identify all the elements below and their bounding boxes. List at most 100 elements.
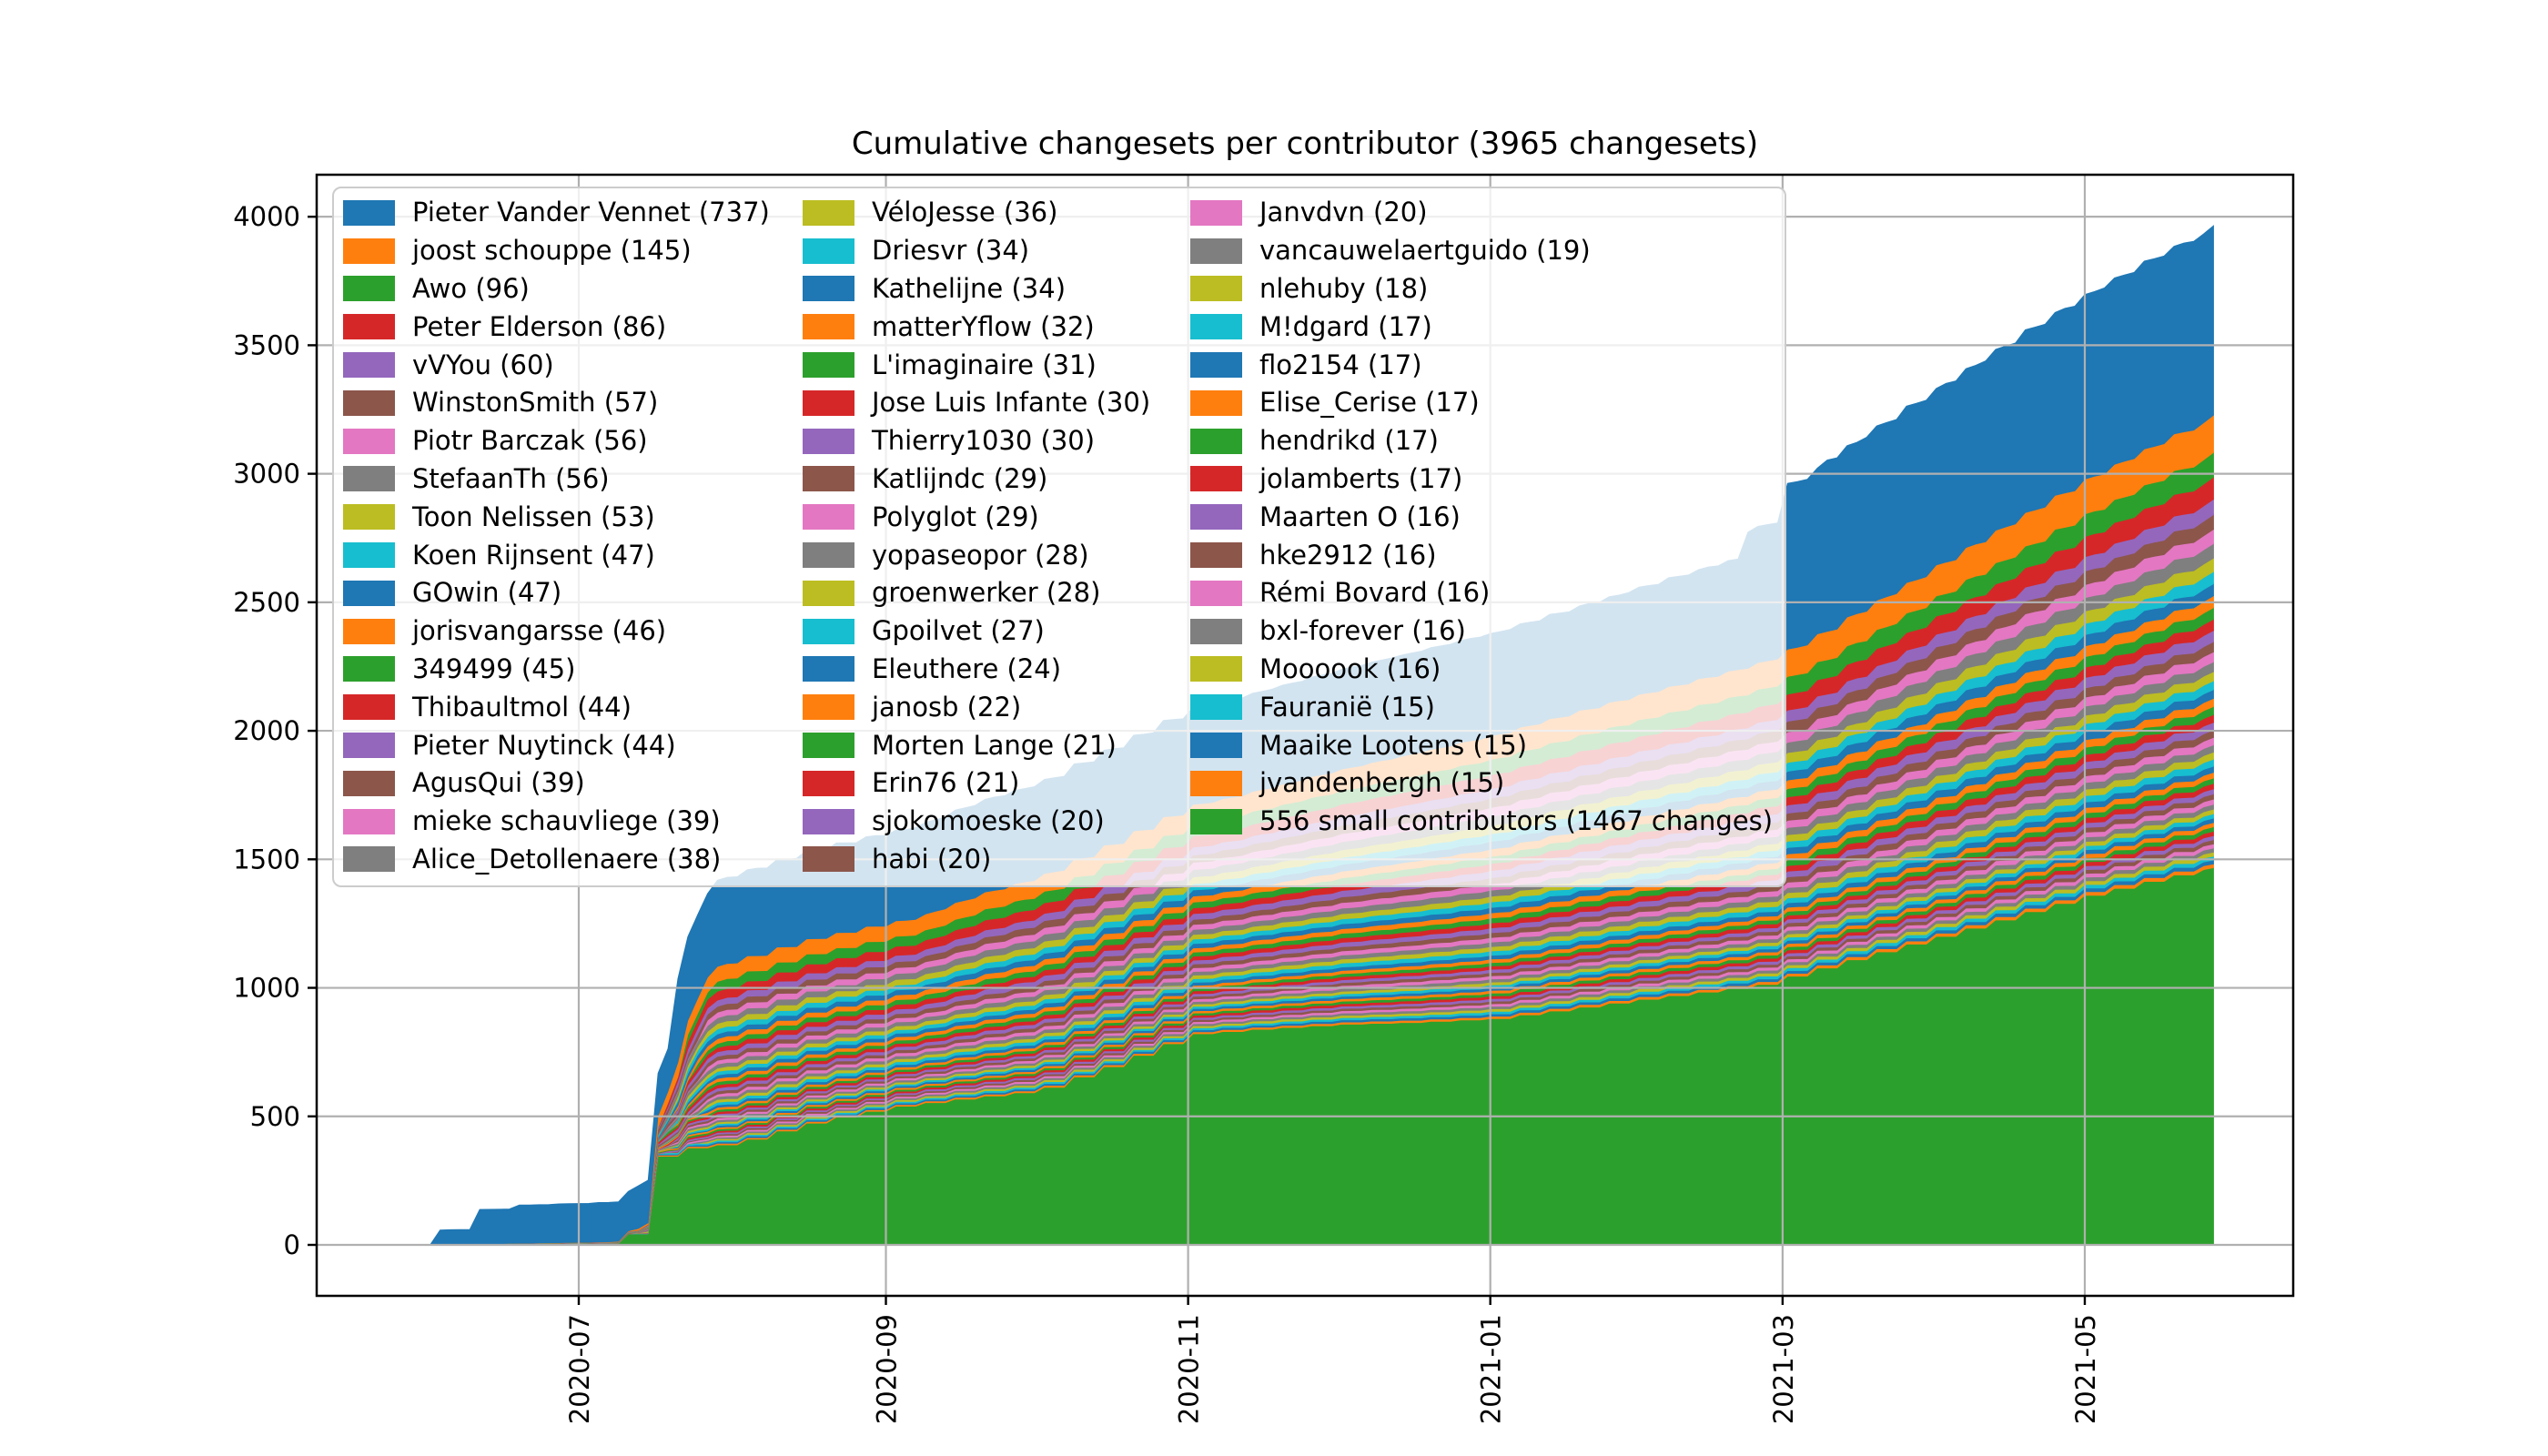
legend-swatch-icon: [1190, 618, 1242, 644]
legend-swatch-icon: [803, 238, 854, 264]
legend-row: matterYflow (32): [803, 308, 1190, 346]
legend-label: Morten Lange (21): [872, 729, 1117, 761]
legend-row: Jose Luis Infante (30): [803, 384, 1190, 422]
legend-swatch-icon: [803, 389, 854, 416]
legend-row: VéloJesse (36): [803, 194, 1190, 232]
legend-row: AgusQui (39): [343, 764, 803, 803]
x-tick-label-2020-09: 2020-09: [872, 1314, 903, 1424]
legend-swatch-icon: [803, 618, 854, 644]
legend-label: Peter Elderson (86): [412, 310, 667, 342]
legend-label: Thibaultmol (44): [412, 691, 632, 723]
legend-row: Erin76 (21): [803, 764, 1190, 803]
legend-row: Rémi Bovard (16): [1190, 574, 1770, 612]
legend-label: matterYflow (32): [872, 310, 1095, 342]
legend-row: Peter Elderson (86): [343, 308, 803, 346]
legend-row: nlehuby (18): [1190, 270, 1770, 308]
legend-label: Driesvr (34): [872, 235, 1030, 267]
legend-row: Maaike Lootens (15): [1190, 726, 1770, 764]
legend-label: Fauranië (15): [1259, 691, 1435, 723]
legend-label: VéloJesse (36): [872, 197, 1058, 228]
legend-row: Eleuthere (24): [803, 651, 1190, 689]
legend-row: Thierry1030 (30): [803, 422, 1190, 460]
legend-swatch-icon: [343, 542, 395, 569]
legend-row: hendrikd (17): [1190, 422, 1770, 460]
legend-label: flo2154 (17): [1259, 349, 1422, 380]
y-tick-label-3500: 3500: [233, 329, 300, 360]
legend-row: sjokomoeske (20): [803, 803, 1190, 841]
legend-row: joost schouppe (145): [343, 232, 803, 270]
legend-row: vancauwelaertguido (19): [1190, 232, 1770, 270]
legend-swatch-icon: [803, 352, 854, 379]
legend-swatch-icon: [803, 199, 854, 226]
legend-label: Erin76 (21): [872, 767, 1020, 799]
legend-swatch-icon: [1190, 466, 1242, 492]
legend-row: Piotr Barczak (56): [343, 422, 803, 460]
legend-label: Polyglot (29): [872, 500, 1039, 532]
legend-swatch-icon: [343, 276, 395, 302]
y-tick-label-500: 500: [250, 1101, 300, 1132]
legend-label: Eleuthere (24): [872, 652, 1062, 684]
legend-row: Gpoilvet (27): [803, 612, 1190, 651]
legend-row: Pieter Nuytinck (44): [343, 726, 803, 764]
legend-label: M!dgard (17): [1259, 310, 1432, 342]
legend-row: L'imaginaire (31): [803, 346, 1190, 384]
legend-label: 556 small contributors (1467 changes): [1259, 805, 1774, 837]
legend-row: janosb (22): [803, 688, 1190, 726]
legend-swatch-icon: [343, 846, 395, 873]
legend-label: Elise_Cerise (17): [1259, 387, 1480, 419]
legend-swatch-icon: [803, 770, 854, 796]
legend-swatch-icon: [343, 694, 395, 721]
legend-row: Janvdvn (20): [1190, 194, 1770, 232]
x-tick-label-2020-07: 2020-07: [564, 1314, 595, 1424]
legend-row: Thibaultmol (44): [343, 688, 803, 726]
legend-row: jolamberts (17): [1190, 460, 1770, 499]
legend-label: Gpoilvet (27): [872, 615, 1045, 647]
legend-swatch-icon: [1190, 352, 1242, 379]
legend-swatch-icon: [1190, 694, 1242, 721]
legend-row: StefaanTh (56): [343, 460, 803, 499]
legend-row: bxl-forever (16): [1190, 612, 1770, 651]
legend-label: joost schouppe (145): [412, 235, 692, 267]
legend-row: WinstonSmith (57): [343, 384, 803, 422]
legend-label: jvandenbergh (15): [1259, 767, 1505, 799]
legend-label: yopaseopor (28): [872, 539, 1089, 571]
legend-swatch-icon: [1190, 504, 1242, 531]
tick-labels: 0 500 1000 1500 2000 2500 3000 3500 4000 2020-07 2…: [233, 201, 2101, 1424]
y-tick-label-2500: 2500: [233, 587, 300, 618]
legend-row: mieke schauvliege (39): [343, 803, 803, 841]
legend-label: Pieter Nuytinck (44): [412, 729, 676, 761]
legend-swatch-icon: [803, 733, 854, 759]
y-tick-label-1500: 1500: [233, 844, 300, 875]
legend-row: Awo (96): [343, 270, 803, 308]
legend-label: WinstonSmith (57): [412, 387, 659, 419]
legend-column-2: VéloJesse (36) Driesvr (34) Kathelijne (34…: [803, 194, 1190, 885]
legend-swatch-icon: [803, 694, 854, 721]
legend-label: vVYou (60): [412, 349, 554, 380]
legend-label: vancauwelaertguido (19): [1259, 235, 1591, 267]
legend-label: Thierry1030 (30): [872, 425, 1096, 457]
tick-marks: [308, 215, 2087, 1305]
legend-swatch-icon: [1190, 314, 1242, 340]
legend-row: M!dgard (17): [1190, 308, 1770, 346]
legend-label: bxl-forever (16): [1259, 615, 1466, 647]
y-tick-label-0: 0: [284, 1229, 300, 1260]
y-tick-label-1000: 1000: [233, 973, 300, 1004]
legend-swatch-icon: [343, 733, 395, 759]
legend-label: Alice_Detollenaere (38): [412, 843, 722, 875]
legend-label: Piotr Barczak (56): [412, 425, 648, 457]
legend-label: jolamberts (17): [1259, 462, 1463, 494]
legend-label: 349499 (45): [412, 652, 576, 684]
legend-column-3: Janvdvn (20) vancauwelaertguido (19) nlehu…: [1190, 194, 1774, 885]
legend-row: Moooook (16): [1190, 651, 1770, 689]
legend-label: Katlijndc (29): [872, 462, 1048, 494]
legend-label: L'imaginaire (31): [872, 349, 1097, 380]
legend-swatch-icon: [343, 618, 395, 644]
y-tick-label-2000: 2000: [233, 715, 300, 746]
legend-swatch-icon: [1190, 580, 1242, 606]
legend-label: sjokomoeske (20): [872, 805, 1105, 837]
x-tick-label-2021-05: 2021-05: [2070, 1314, 2101, 1424]
legend-swatch-icon: [1190, 808, 1242, 834]
legend-swatch-icon: [343, 466, 395, 492]
legend-swatch-icon: [343, 314, 395, 340]
legend-swatch-icon: [343, 352, 395, 379]
